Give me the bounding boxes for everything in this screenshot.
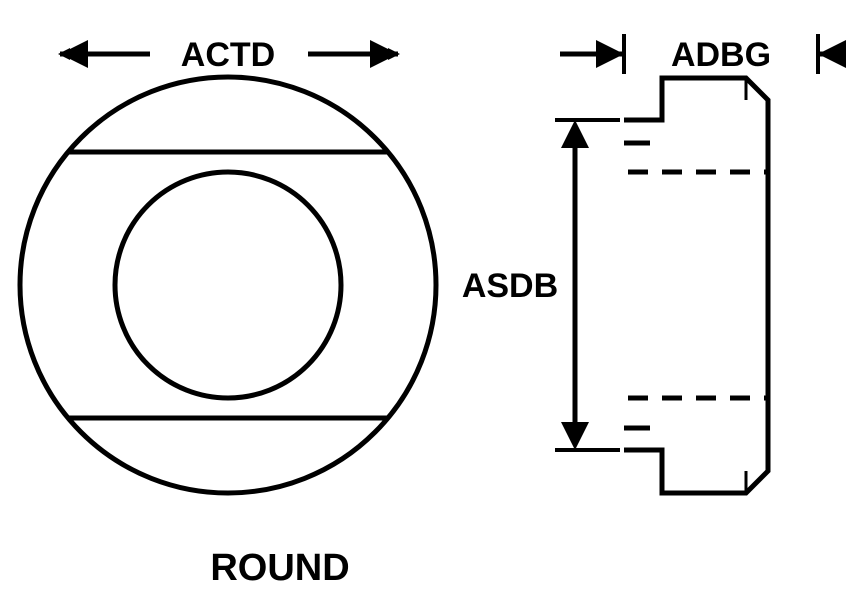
side-view xyxy=(624,78,768,493)
side-outline xyxy=(624,78,768,493)
asdb-label: ASDB xyxy=(462,267,558,305)
actd-label: ACTD xyxy=(181,36,275,74)
front-view xyxy=(20,77,436,493)
outer-circle xyxy=(20,77,436,493)
adbg-right-arrowhead xyxy=(818,40,846,68)
dimension-adbg: ADBG xyxy=(560,34,846,74)
dimension-actd: ACTD xyxy=(60,36,398,74)
adbg-label: ADBG xyxy=(671,36,771,74)
dimension-asdb: ASDB xyxy=(462,120,620,450)
inner-circle xyxy=(115,172,341,398)
title-label: ROUND xyxy=(210,547,349,589)
